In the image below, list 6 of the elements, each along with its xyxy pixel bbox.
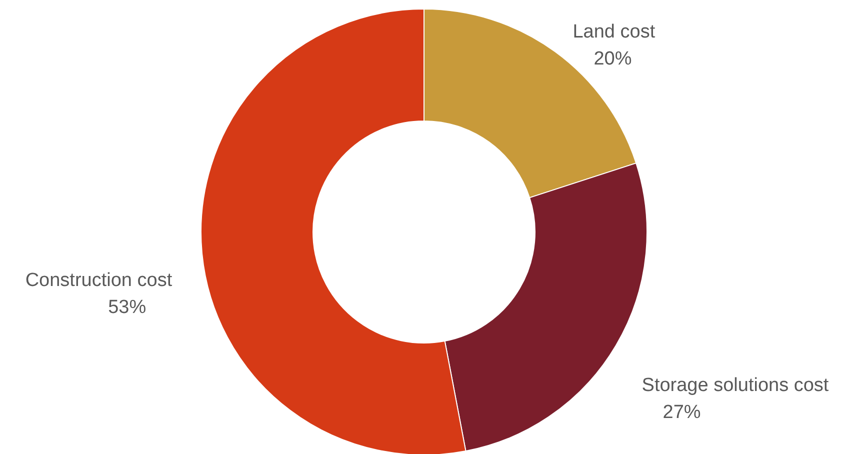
slice-label: Storage solutions cost xyxy=(642,374,830,396)
data-label: 53% xyxy=(108,296,146,318)
data-label: 20% xyxy=(594,48,632,70)
slice-label: Construction cost xyxy=(25,270,173,291)
slice-label: Land cost xyxy=(572,21,656,42)
data-label: 27% xyxy=(662,402,701,423)
